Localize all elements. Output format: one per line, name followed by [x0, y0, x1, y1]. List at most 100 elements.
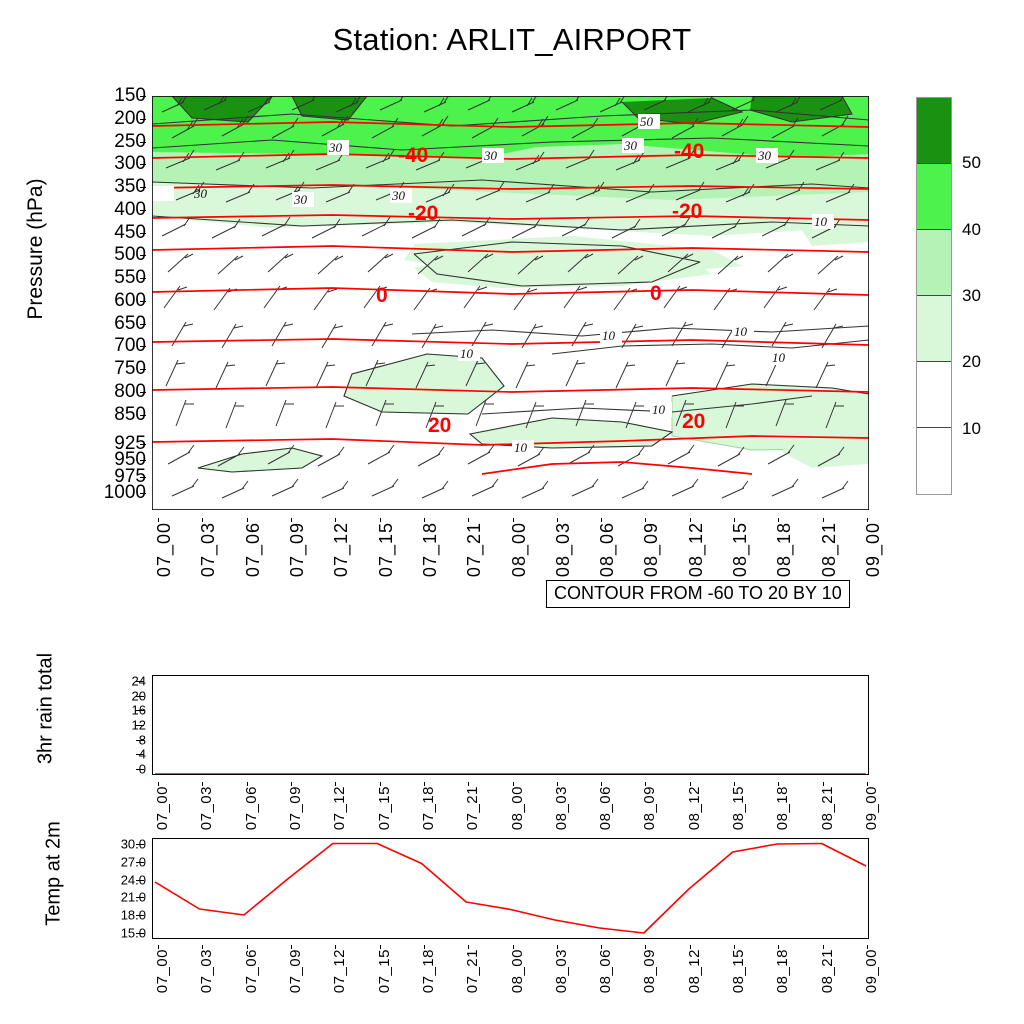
time-tick-label: 09_00 [863, 786, 880, 831]
time-tick-label: 08_15 [730, 949, 748, 994]
time-tick-mark [689, 518, 691, 522]
pressure-tick-mark [140, 369, 146, 371]
pressure-tick-mark [140, 300, 146, 302]
isotach-labels: 30 30 30 30 30 30 30 50 10 10 10 10 10 1… [152, 114, 834, 455]
time-tick-mark [468, 782, 470, 786]
value-tick-mark [136, 897, 144, 899]
svg-text:10: 10 [734, 324, 748, 339]
time-tick-label: 08_06 [597, 522, 618, 578]
time-tick-label: 07_06 [242, 786, 260, 831]
time-tick-mark [556, 782, 558, 786]
time-tick-mark [335, 518, 337, 522]
time-tick-label: 07_15 [375, 949, 393, 994]
time-tick-label: 07_00 [154, 949, 171, 994]
svg-text:10: 10 [652, 402, 666, 417]
colorbar-tick-label: 50 [962, 153, 981, 173]
pressure-tick-mark [140, 414, 146, 416]
time-tick-label: 07_15 [375, 786, 393, 831]
time-tick-label: 08_15 [730, 522, 751, 578]
colorbar-band [917, 98, 951, 164]
isotherm-label: -40 [674, 140, 704, 163]
time-tick-mark [379, 518, 381, 522]
time-tick-label: 08_09 [641, 522, 662, 578]
time-tick-mark [202, 518, 204, 522]
time-tick-mark [379, 945, 381, 949]
rain-plot-svg [153, 676, 868, 775]
time-height-cross-section: -40 -40 -20 -20 0 0 20 20 30 30 30 30 30… [152, 96, 869, 510]
colorbar-band [917, 427, 951, 494]
time-tick-label: 08_12 [685, 786, 703, 831]
time-tick-label: 08_06 [597, 786, 615, 831]
pressure-tick-mark [140, 392, 146, 393]
value-tick-mark [136, 879, 144, 881]
time-tick-mark [822, 945, 824, 949]
time-tick-label: 08_21 [818, 786, 836, 831]
pressure-tick-label: 700 [114, 335, 146, 357]
pressure-tick-mark [140, 118, 146, 120]
svg-text:30: 30 [757, 148, 772, 163]
time-tick-mark [601, 782, 603, 786]
time-tick-mark [867, 782, 868, 786]
time-tick-mark [512, 518, 514, 522]
time-tick-mark [335, 782, 337, 786]
time-tick-mark [645, 945, 647, 949]
isotherm-label: 20 [428, 414, 451, 437]
time-tick-label: 09_00 [863, 949, 880, 994]
time-tick-mark [512, 945, 514, 949]
temp-x-axis-labels: 07_00 07_03 07_06 07_09 07_12 07_15 07_18 07_21… [152, 945, 880, 1007]
pressure-tick-mark [140, 323, 146, 325]
time-tick-label: 08_00 [508, 949, 526, 994]
time-tick-label: 07_15 [375, 522, 396, 578]
time-tick-mark [246, 518, 248, 522]
time-tick-label: 08_03 [552, 522, 573, 578]
time-tick-label: 08_00 [508, 786, 526, 831]
time-tick-label: 07_06 [242, 949, 260, 994]
time-tick-label: 07_12 [331, 522, 352, 578]
time-tick-mark [202, 782, 204, 786]
pressure-tick-label: 350 [114, 176, 146, 198]
temp-y-axis-labels: 30.0 27.0 24.0 21.0 18.0 15.0 [84, 837, 146, 941]
cross-section-svg: -40 -40 -20 -20 0 0 20 20 30 30 30 30 30… [152, 96, 869, 510]
rain-y-axis-title: 3hr rain total [34, 652, 57, 765]
pressure-tick-mark [140, 141, 146, 143]
time-tick-label: 08_00 [508, 522, 529, 578]
time-tick-mark [158, 782, 159, 786]
time-tick-mark [778, 518, 780, 522]
value-tick-mark [136, 754, 144, 756]
time-tick-label: 07_09 [286, 949, 304, 994]
time-tick-label: 08_15 [730, 786, 748, 831]
colorbar-tick-labels: 50 40 30 20 10 [916, 97, 1024, 495]
isotherm-label: -20 [672, 200, 702, 223]
time-tick-mark [645, 782, 647, 786]
pressure-tick-mark [140, 460, 146, 462]
time-tick-label: 07_03 [198, 786, 216, 831]
pressure-tick-mark [140, 443, 146, 445]
svg-text:50: 50 [640, 114, 654, 129]
time-tick-mark [512, 782, 514, 786]
pressure-tick-mark [140, 164, 146, 166]
time-tick-label: 08_18 [774, 522, 795, 578]
pressure-tick-mark [140, 255, 146, 257]
colorbar-band [917, 295, 951, 362]
time-tick-mark [689, 945, 691, 949]
time-tick-label: 08_09 [641, 949, 659, 994]
time-tick-mark [601, 518, 603, 522]
isotherm-labels: -40 -40 -20 -20 0 0 20 20 [376, 140, 705, 437]
main-y-axis-labels: 150 200 250 300 350 400 450 500 550 600 650 700 750 8… [58, 85, 146, 510]
pressure-tick-label: 800 [114, 381, 146, 402]
rain-y-axis-labels: 24201612840 [100, 674, 146, 777]
svg-text:30: 30 [193, 186, 208, 201]
value-tick-mark [136, 710, 144, 712]
svg-text:30: 30 [483, 148, 498, 163]
time-tick-mark [423, 782, 425, 786]
pressure-tick-label: 250 [114, 130, 146, 152]
colorbar-tick-label: 20 [962, 352, 981, 372]
time-tick-label: 07_18 [419, 786, 437, 831]
time-tick-label: 08_06 [597, 949, 615, 994]
pressure-tick-label: 500 [114, 244, 146, 266]
time-tick-label: 08_09 [641, 786, 659, 831]
time-tick-mark [290, 518, 292, 522]
pressure-tick-label: 1000 [103, 482, 146, 504]
time-tick-mark [778, 782, 780, 786]
value-tick-mark [136, 769, 144, 770]
